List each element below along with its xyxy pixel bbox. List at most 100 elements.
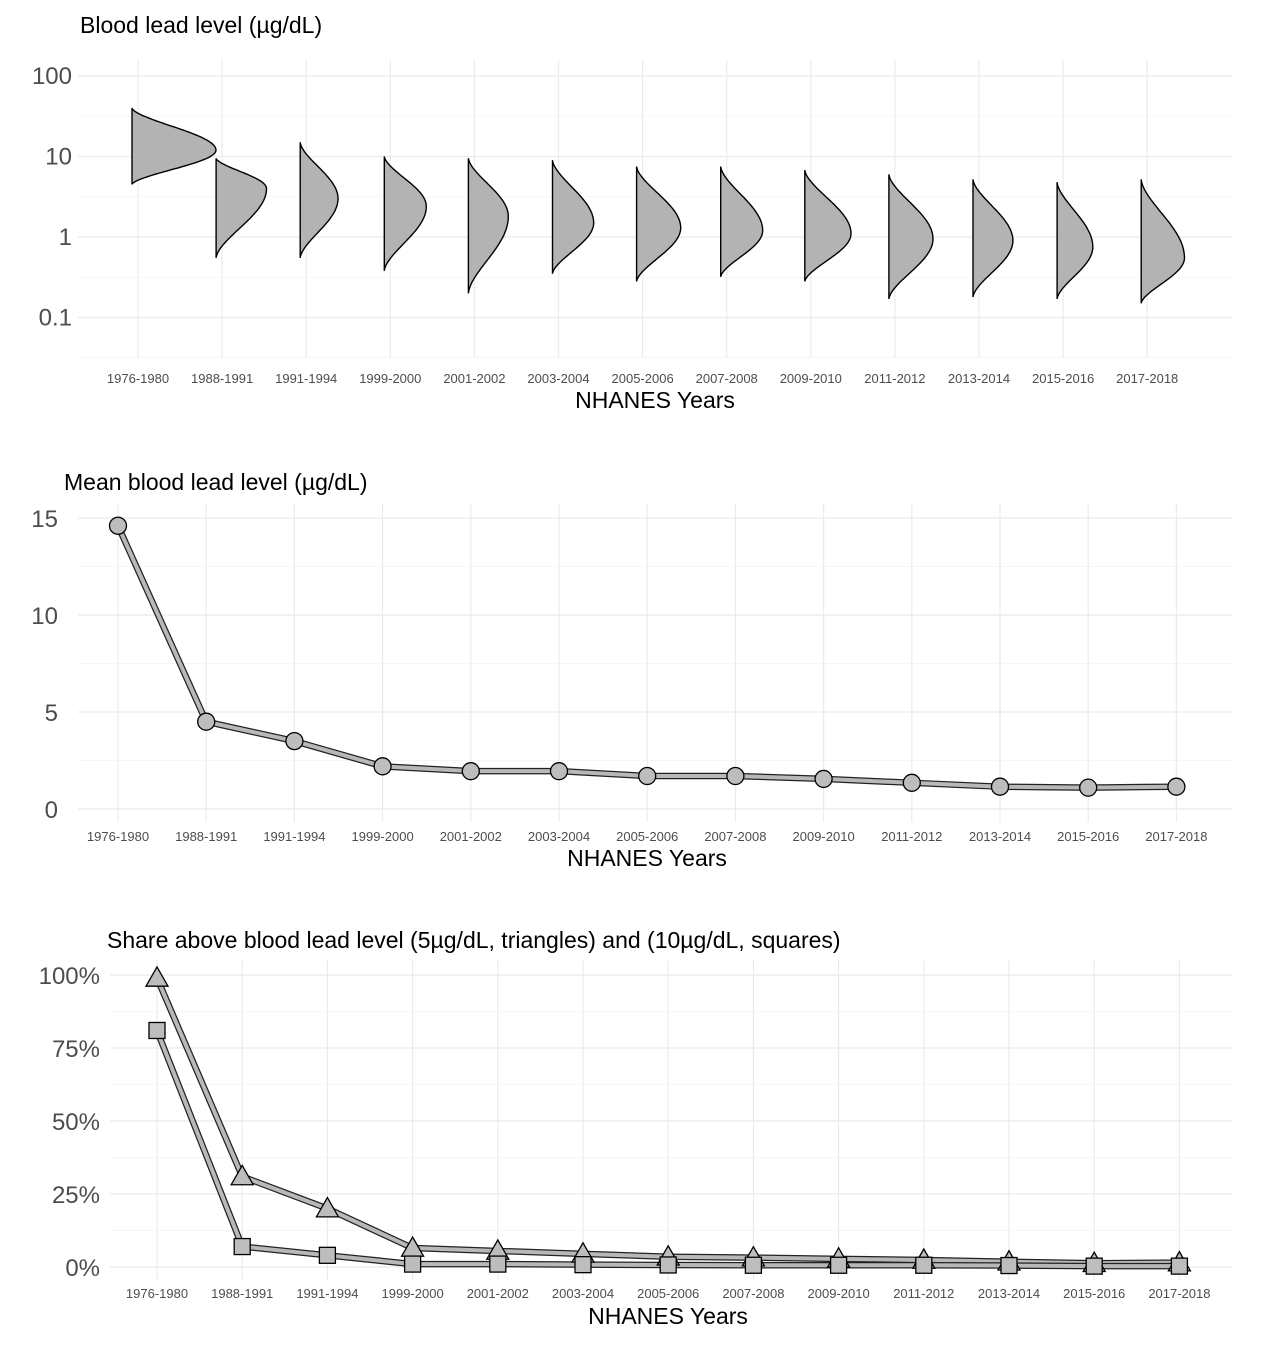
x-tick-label: 1988-1991: [191, 371, 253, 386]
data-point-circle: [373, 757, 392, 776]
x-tick-label: 2003-2004: [527, 371, 589, 386]
y-tick-label: 5: [45, 700, 58, 727]
x-tick-label: 2017-2018: [1148, 1286, 1210, 1301]
chart-title: Mean blood lead level (µg/dL): [64, 469, 368, 495]
x-tick-label: 2001-2002: [440, 829, 502, 844]
x-axis-label: NHANES Years: [575, 387, 735, 413]
x-tick-label: 1991-1994: [296, 1286, 358, 1301]
chart-title: Blood lead level (µg/dL): [80, 12, 322, 38]
x-tick-label: 2009-2010: [780, 371, 842, 386]
y-tick-label: 0%: [65, 1255, 100, 1282]
violin-2007-2008: [720, 166, 764, 277]
y-tick-label: 100%: [39, 963, 100, 990]
data-point-square: [574, 1256, 592, 1274]
y-tick-label: 75%: [52, 1036, 100, 1063]
data-point-triangle: [144, 965, 170, 987]
data-point-triangle: [315, 1196, 340, 1218]
data-point-square: [829, 1256, 848, 1274]
data-point-square: [1085, 1257, 1103, 1275]
y-tick-label: 100: [32, 63, 72, 90]
data-point-square: [744, 1256, 763, 1274]
data-point-circle: [461, 762, 480, 781]
mean-panel: 0 5 10 15 1976-1980 1988-1991 1991-1994 1999-20…: [31, 469, 1232, 871]
data-point-square: [403, 1255, 422, 1273]
x-tick-label: 2005-2006: [612, 371, 674, 386]
data-point-square: [148, 1021, 166, 1040]
data-point-circle: [197, 712, 216, 731]
x-tick-label: 1988-1991: [175, 829, 237, 844]
violin-2005-2006: [635, 166, 682, 282]
x-tick-label: 1999-2000: [359, 371, 421, 386]
x-tick-label: 2015-2016: [1063, 1286, 1125, 1301]
violin-1976-1980: [131, 107, 217, 185]
violin-2001-2002: [467, 158, 510, 294]
x-tick-label: 2005-2006: [616, 829, 678, 844]
x-tick-label: 2017-2018: [1116, 371, 1178, 386]
x-tick-label: 1976-1980: [107, 371, 169, 386]
x-tick-label: 2009-2010: [793, 829, 855, 844]
x-tick-label: 2013-2014: [978, 1286, 1040, 1301]
violin-2013-2014: [972, 179, 1014, 298]
x-tick-label: 2007-2008: [704, 829, 766, 844]
x-tick-label: 1991-1994: [263, 829, 325, 844]
data-point-square: [318, 1246, 337, 1264]
y-tick-label: 25%: [52, 1182, 100, 1209]
x-tick-label: 2007-2008: [696, 371, 758, 386]
data-point-triangle: [230, 1164, 255, 1186]
x-axis-label: NHANES Years: [567, 845, 727, 871]
x-tick-label: 2001-2002: [467, 1286, 529, 1301]
violin-2015-2016: [1056, 182, 1094, 300]
data-point-square: [1170, 1257, 1189, 1275]
violin-1999-2000: [383, 156, 427, 271]
x-tick-label: 1991-1994: [275, 371, 337, 386]
x-tick-label: 2013-2014: [948, 371, 1010, 386]
x-tick-label: 1988-1991: [211, 1286, 273, 1301]
violin-1988-1991: [215, 157, 268, 259]
x-tick-label: 2005-2006: [637, 1286, 699, 1301]
x-tick-label: 2017-2018: [1145, 829, 1207, 844]
x-tick-label: 2011-2012: [881, 829, 942, 844]
y-tick-label: 50%: [52, 1109, 100, 1136]
x-tick-label: 1976-1980: [126, 1286, 188, 1301]
y-tick-label: 15: [31, 506, 58, 533]
x-tick-label: 2007-2008: [722, 1286, 784, 1301]
share-panel: 0% 25% 50% 75% 100% 1976-1980 1988-1991 1991-19…: [39, 927, 1232, 1329]
x-tick-label: 2003-2004: [528, 829, 590, 844]
data-point-circle: [1079, 778, 1098, 797]
data-point-circle: [108, 516, 128, 535]
data-point-circle: [549, 762, 569, 781]
x-axis-label: NHANES Years: [588, 1303, 748, 1329]
data-point-circle: [638, 766, 657, 786]
data-point-square: [233, 1237, 251, 1256]
x-tick-label: 2003-2004: [552, 1286, 614, 1301]
x-tick-label: 1999-2000: [352, 829, 414, 844]
y-tick-label: 10: [31, 603, 58, 630]
violin-2009-2010: [804, 169, 852, 282]
data-point-square: [1000, 1256, 1018, 1275]
violin-1991-1994: [299, 142, 339, 259]
x-tick-label: 2011-2012: [864, 371, 925, 386]
x-tick-label: 2015-2016: [1057, 829, 1119, 844]
y-tick-label: 0.1: [39, 305, 72, 332]
data-point-square: [659, 1256, 677, 1274]
x-tick-label: 1976-1980: [87, 829, 149, 844]
x-tick-label: 1999-2000: [382, 1286, 444, 1301]
data-point-circle: [1167, 777, 1186, 796]
data-point-square: [489, 1255, 507, 1273]
violin-2003-2004: [551, 160, 595, 274]
violin-panel: 0.1 1 10 100 1976-1980 1988-1991 1991-1994 1999…: [32, 12, 1232, 413]
y-tick-label: 1: [59, 224, 72, 251]
data-point-circle: [285, 731, 304, 751]
x-tick-label: 2015-2016: [1032, 371, 1094, 386]
x-tick-label: 2001-2002: [443, 371, 505, 386]
x-tick-label: 2013-2014: [969, 829, 1031, 844]
data-point-circle: [726, 766, 745, 786]
data-point-square: [915, 1256, 933, 1274]
violin-2017-2018: [1140, 179, 1186, 304]
x-tick-label: 2009-2010: [808, 1286, 870, 1301]
x-tick-label: 2011-2012: [893, 1286, 954, 1301]
chart-title: Share above blood lead level (5µg/dL, tr…: [107, 927, 841, 953]
violin-2011-2012: [888, 174, 934, 300]
data-point-circle: [902, 773, 921, 792]
y-tick-label: 10: [45, 144, 72, 171]
